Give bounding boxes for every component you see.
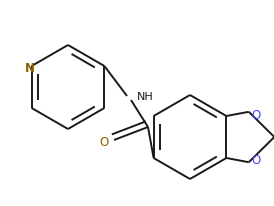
- Text: O: O: [99, 136, 109, 149]
- Text: NH: NH: [137, 91, 154, 102]
- Text: O: O: [252, 153, 261, 166]
- Text: N: N: [25, 62, 35, 75]
- Text: O: O: [252, 109, 261, 122]
